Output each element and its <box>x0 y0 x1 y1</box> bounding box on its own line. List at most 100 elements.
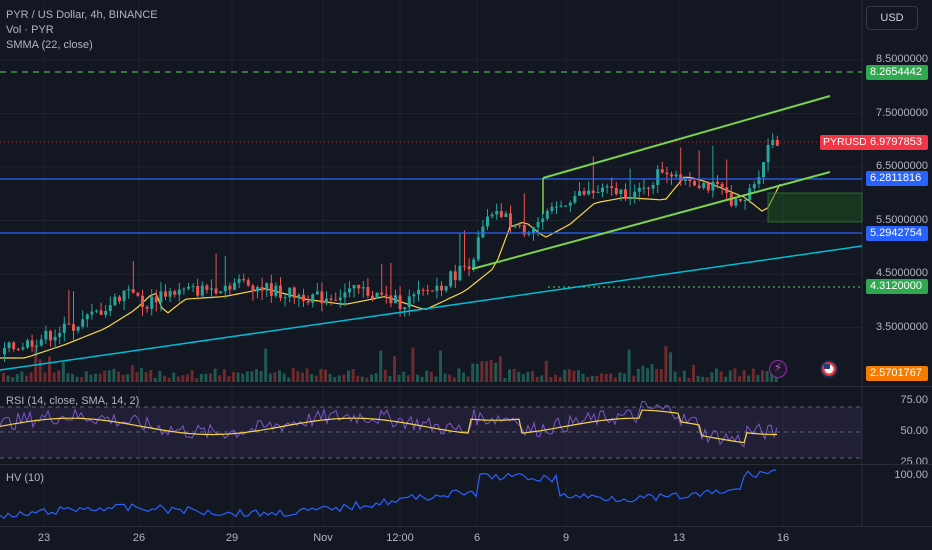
volume-bar <box>682 370 686 382</box>
candle-body <box>380 292 384 295</box>
candle-body <box>619 189 623 195</box>
volume-bar <box>98 373 102 382</box>
candle-body <box>39 339 43 346</box>
symbol-title[interactable]: PYR / US Dollar, 4h, BINANCE <box>6 9 158 21</box>
candle-body <box>582 191 586 195</box>
volume-bar <box>641 365 645 382</box>
volume-bar <box>186 374 189 382</box>
candle-body <box>260 287 264 291</box>
pane-divider[interactable] <box>0 464 932 465</box>
level-upper-badge: 6.2811816 <box>866 171 928 186</box>
volume-bar <box>508 369 511 382</box>
candle-body <box>177 289 181 295</box>
candle-body <box>614 188 618 195</box>
volume-bar <box>61 361 65 382</box>
volume-bar <box>291 368 295 382</box>
volume-bar <box>406 375 410 382</box>
pane-divider[interactable] <box>0 386 932 387</box>
candle-body <box>228 285 232 290</box>
candle-body <box>297 294 301 298</box>
candle-body <box>693 181 696 186</box>
volume-bar <box>94 373 97 382</box>
channel-upper-line <box>542 95 831 179</box>
candle-body <box>21 347 25 350</box>
candle-body <box>67 323 71 325</box>
volume-bar <box>310 374 314 382</box>
price-tick: 8.5000000 <box>876 53 928 65</box>
volume-bar <box>705 377 709 382</box>
candle-body <box>242 278 246 281</box>
time-label: 12:00 <box>386 532 414 544</box>
candle-body <box>564 205 568 207</box>
volume-bar <box>140 368 143 382</box>
candle-body <box>256 287 259 292</box>
volume-bar <box>342 374 346 382</box>
volume-bar <box>255 369 258 382</box>
candle-body <box>361 287 365 289</box>
us-flag-icon[interactable] <box>820 360 838 378</box>
hv-tick: 100.00 <box>894 469 928 481</box>
candle-body <box>660 169 664 173</box>
time-label: 13 <box>672 532 686 544</box>
volume-legend[interactable]: Vol · PYR <box>6 24 54 36</box>
candle-body <box>154 296 158 303</box>
time-label: 9 <box>562 532 570 544</box>
volume-bar <box>2 373 5 382</box>
volume-bar <box>84 371 88 382</box>
hv-legend[interactable]: HV (10) <box>6 472 44 484</box>
candle-body <box>283 297 287 299</box>
volume-bar <box>163 375 166 382</box>
volume-bar <box>351 368 355 382</box>
candle-body <box>104 311 108 315</box>
volume-bar <box>577 370 580 382</box>
candle-body <box>430 290 434 292</box>
candle-body <box>504 213 508 218</box>
candle-body <box>127 289 131 291</box>
volume-bar <box>664 346 668 382</box>
target-zone <box>767 192 863 223</box>
volume-bar <box>268 373 272 382</box>
currency-button[interactable]: USD <box>866 6 918 30</box>
volume-bar <box>232 371 235 382</box>
candle-body <box>7 342 11 349</box>
volume-bar <box>595 375 599 382</box>
candle-body <box>550 206 554 211</box>
candle-body <box>196 286 200 296</box>
volume-bar <box>586 376 590 382</box>
candle-body <box>656 169 660 185</box>
volume-bar <box>213 368 217 382</box>
candle-body <box>490 214 494 217</box>
candle-body <box>752 184 756 189</box>
smma-legend[interactable]: SMMA (22, close) <box>6 39 93 51</box>
price-tick: 4.5000000 <box>876 267 928 279</box>
volume-bar <box>259 370 263 382</box>
price-tick: 3.5000000 <box>876 321 928 333</box>
candle-body <box>265 283 269 291</box>
candle-body <box>371 295 374 299</box>
candle-body <box>403 307 407 310</box>
volume-bar <box>273 372 277 382</box>
candle-body <box>191 286 195 288</box>
rsi-legend[interactable]: RSI (14, close, SMA, 14, 2) <box>6 395 140 407</box>
volume-bar <box>416 374 419 382</box>
volume-bar <box>659 369 663 382</box>
candle-body <box>670 174 673 177</box>
volume-bar <box>489 359 493 382</box>
volume-bar <box>167 377 171 382</box>
volume-bar <box>158 371 162 382</box>
candle-body <box>173 291 177 295</box>
candle-body <box>610 186 614 189</box>
candle-body <box>302 294 305 302</box>
volume-bar <box>531 370 534 382</box>
volume-bar <box>728 370 732 382</box>
volume-bar <box>296 371 300 382</box>
candle-body <box>131 289 135 293</box>
candle-body <box>72 324 75 331</box>
volume-bar <box>618 372 622 382</box>
candle-body <box>665 172 669 175</box>
volume-bar <box>692 364 695 382</box>
lightning-bolt-icon[interactable]: ⚡ <box>769 360 787 378</box>
volume-bar <box>471 363 475 382</box>
